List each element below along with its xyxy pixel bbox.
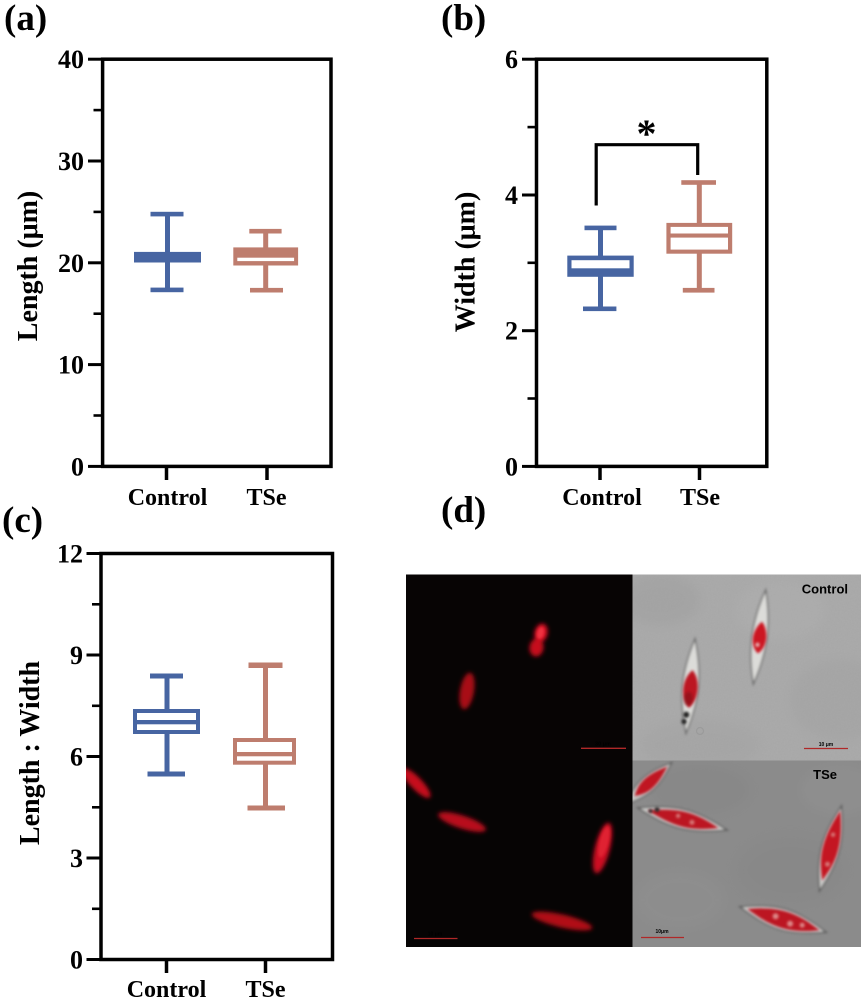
svg-text:3: 3 (70, 844, 83, 873)
svg-text:10: 10 (58, 351, 84, 380)
svg-text:(d): (d) (441, 490, 486, 531)
svg-text:20: 20 (58, 249, 84, 278)
svg-text:Length : Width: Length : Width (15, 661, 46, 846)
svg-text:Control: Control (562, 485, 642, 511)
svg-text:Width (μm): Width (μm) (451, 192, 482, 333)
svg-text:TSe: TSe (813, 767, 837, 782)
svg-text:(b): (b) (441, 0, 486, 39)
svg-text:Control: Control (128, 485, 208, 511)
svg-text:12: 12 (57, 540, 83, 569)
svg-text:40: 40 (58, 45, 84, 74)
svg-text:9: 9 (70, 641, 83, 670)
svg-text:10 μm: 10 μm (428, 932, 443, 938)
svg-text:30 μm: 30 μm (595, 742, 611, 748)
svg-text:Control: Control (802, 582, 848, 597)
svg-text:4: 4 (505, 181, 518, 210)
svg-text:0: 0 (505, 452, 518, 481)
svg-text:Length (μm): Length (μm) (13, 191, 44, 341)
svg-text:TSe: TSe (246, 485, 286, 511)
svg-text:*: * (637, 111, 657, 156)
svg-text:10μm: 10μm (655, 929, 669, 935)
svg-text:(c): (c) (2, 500, 43, 541)
svg-text:10 μm: 10 μm (819, 742, 834, 748)
svg-text:6: 6 (505, 45, 518, 74)
svg-text:6: 6 (70, 743, 83, 772)
svg-text:0: 0 (70, 946, 83, 975)
svg-text:TSe: TSe (245, 977, 285, 1003)
svg-text:2: 2 (505, 317, 518, 346)
svg-text:TSe: TSe (680, 485, 720, 511)
svg-text:Control: Control (127, 977, 207, 1003)
svg-text:(a): (a) (4, 0, 47, 39)
svg-text:30: 30 (58, 147, 84, 176)
svg-text:0: 0 (71, 452, 84, 481)
